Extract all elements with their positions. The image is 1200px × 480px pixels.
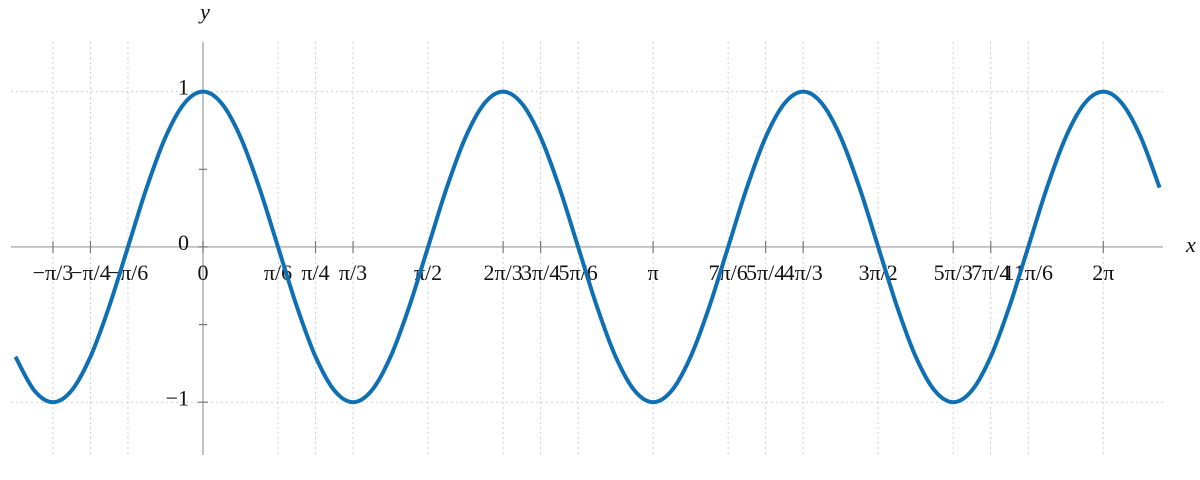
y-tick-label: 0 bbox=[178, 230, 189, 255]
x-tick-label: π bbox=[648, 260, 659, 285]
x-tick-label: 2π bbox=[1092, 260, 1114, 285]
x-tick-label: π/3 bbox=[339, 260, 367, 285]
x-tick-label: −π/3 bbox=[33, 260, 74, 285]
x-tick-label: π/4 bbox=[301, 260, 329, 285]
x-tick-label: 5π/6 bbox=[558, 260, 597, 285]
curve bbox=[13, 89, 1162, 405]
x-tick-label: 3π/4 bbox=[521, 260, 560, 285]
x-axis-label: x bbox=[1185, 232, 1196, 257]
x-tick-label: 5π/3 bbox=[934, 260, 973, 285]
x-tick-label: 4π/3 bbox=[784, 260, 823, 285]
x-tick-label: 11π/6 bbox=[1004, 260, 1053, 285]
x-tick-label: 2π/3 bbox=[483, 260, 522, 285]
x-tick-label: 5π/4 bbox=[746, 260, 785, 285]
y-axis-label: y bbox=[198, 0, 210, 24]
x-tick-label: −π/4 bbox=[70, 260, 111, 285]
x-tick-label: 7π/4 bbox=[971, 260, 1010, 285]
x-tick-label: 0 bbox=[198, 260, 209, 285]
x-tick-label: −π/6 bbox=[108, 260, 149, 285]
y-tick-label: 1 bbox=[178, 75, 189, 100]
x-tick-label: 3π/2 bbox=[859, 260, 898, 285]
x-tick-label: 7π/6 bbox=[709, 260, 748, 285]
y-tick-label: −1 bbox=[166, 385, 189, 410]
